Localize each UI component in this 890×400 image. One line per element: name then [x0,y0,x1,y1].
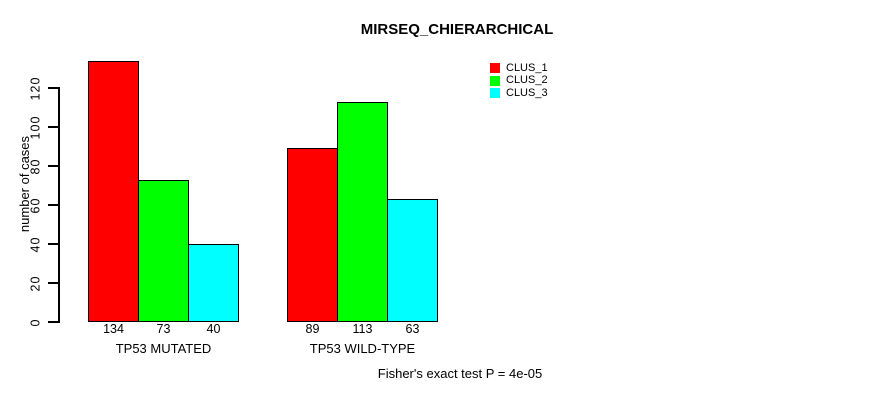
bar-value-label: 89 [305,322,320,336]
legend-item: CLUS_2 [490,75,548,88]
bar-value-label: 40 [206,322,221,336]
legend-item: CLUS_3 [490,87,548,100]
category-label: TP53 WILD-TYPE [309,341,416,356]
legend-label: CLUS_1 [506,61,548,74]
y-axis-tick [48,165,58,167]
bar-clus_1-group2 [287,148,338,322]
legend-swatch-icon [490,63,500,74]
y-tick-label: 0 [28,318,42,326]
bar-value-label: 113 [352,322,373,336]
legend-swatch-icon [490,88,500,99]
bar-value-label: 134 [103,322,124,336]
y-axis-tick [48,87,58,89]
legend-label: CLUS_3 [506,86,548,99]
bar-value-label: 73 [156,322,171,336]
legend-item: CLUS_1 [490,62,548,75]
y-axis-tick [48,126,58,128]
annotation-text: Fisher's exact test P = 4e-05 [377,366,543,381]
bar-clus_3-group2 [387,199,438,322]
y-tick-label: 120 [28,76,42,100]
y-axis-tick [48,204,58,206]
legend: CLUS_1 CLUS_2 CLUS_3 [490,62,548,100]
legend-swatch-icon [490,75,500,86]
y-axis-line [58,87,60,323]
y-tick-label: 20 [28,275,42,291]
y-axis-tick [48,243,58,245]
chart-title: MIRSEQ_CHIERARCHICAL [360,21,554,38]
y-axis-tick [48,321,58,323]
bar-clus_2-group1 [138,180,189,322]
bar-clus_3-group1 [188,244,239,322]
bar-value-label: 63 [405,322,420,336]
bar-clus_1-group1 [88,61,139,322]
bar-clus_2-group2 [337,102,388,322]
y-axis-title: number of cases [17,135,32,233]
legend-label: CLUS_2 [506,74,548,87]
category-label: TP53 MUTATED [115,341,212,356]
y-axis-tick [48,282,58,284]
